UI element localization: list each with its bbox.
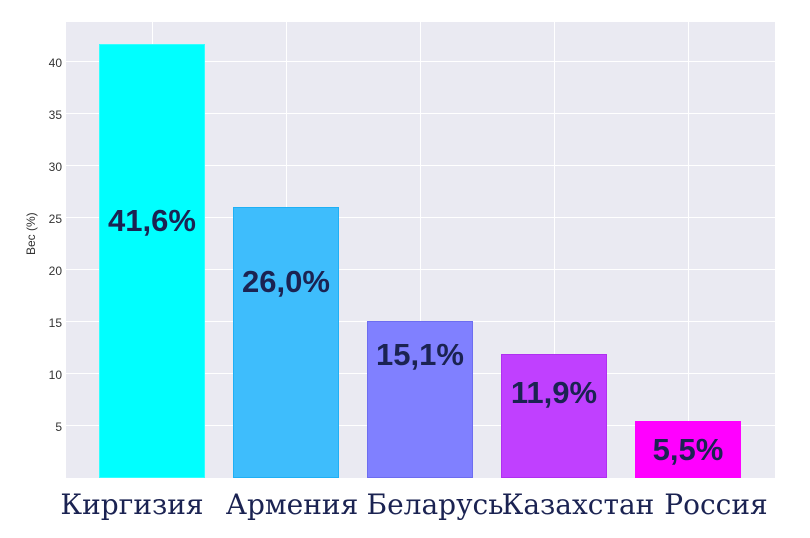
bar-armenia[interactable]: 26,0% [233, 207, 339, 478]
y-tick: 10 [48, 368, 62, 382]
bar-russia[interactable]: 5,5% [635, 421, 741, 478]
x-tick-kirgizia: Киргизия [60, 488, 204, 521]
plot-area: 41,6% 26,0% 15,1% 11,9% 5,5% [66, 22, 775, 478]
y-tick: 5 [55, 420, 62, 434]
y-axis-label: Вес (%) [24, 212, 38, 255]
bar-kazakhstan[interactable]: 11,9% [501, 354, 607, 478]
bar-value-label: 5,5% [652, 432, 724, 467]
bar-value-label: 41,6% [108, 203, 196, 238]
x-tick-russia: Россия [664, 488, 768, 521]
y-tick: 15 [48, 316, 62, 330]
bar-value-label: 15,1% [376, 337, 464, 372]
bar-kirgizia[interactable]: 41,6% [99, 44, 205, 478]
x-tick-kazakhstan: Казахстан [501, 488, 655, 521]
vgridline [688, 22, 689, 478]
y-tick: 20 [48, 264, 62, 278]
bar-value-label: 11,9% [510, 375, 598, 410]
x-tick-belarus: Беларусь [366, 488, 504, 521]
y-tick: 35 [48, 108, 62, 122]
vgridline [420, 22, 421, 478]
bar-value-label: 26,0% [242, 264, 330, 299]
y-tick: 40 [48, 56, 62, 70]
vgridline [554, 22, 555, 478]
x-tick-armenia: Армения [225, 488, 359, 521]
y-tick: 25 [48, 212, 62, 226]
y-tick: 30 [48, 160, 62, 174]
bar-belarus[interactable]: 15,1% [367, 321, 473, 478]
